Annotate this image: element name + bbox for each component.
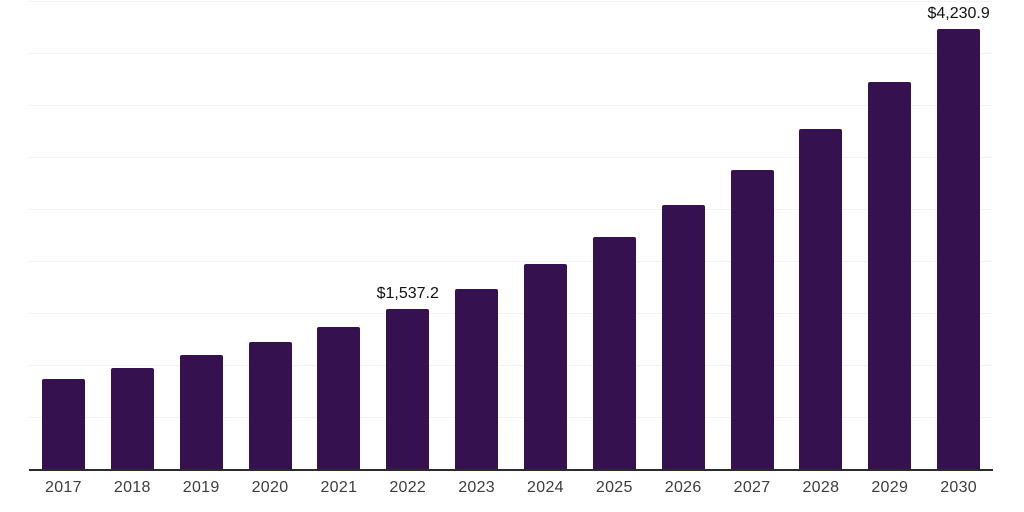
- bar-2020: [248, 342, 292, 469]
- x-axis-line: [29, 469, 993, 471]
- gridline: [29, 261, 993, 262]
- bar-band-2017: [29, 1, 98, 469]
- x-tick-label-2025: 2025: [595, 479, 633, 496]
- x-tick-label-2027: 2027: [733, 479, 771, 496]
- x-tick-label-2030: 2030: [940, 479, 977, 496]
- gridline: [29, 105, 993, 106]
- gridline: [29, 1, 993, 2]
- bar-2028: [799, 128, 843, 469]
- bar-2024: [523, 264, 567, 469]
- bar-band-2020: [236, 1, 305, 469]
- plot-area: $1,537.2 $4,230.9: [29, 1, 993, 471]
- bar-2022: [386, 309, 430, 469]
- x-tick-label-2022: 2022: [389, 479, 427, 496]
- gridline: [29, 313, 993, 314]
- bar-2023: [455, 288, 499, 469]
- bar-2021: [317, 327, 361, 469]
- data-label-2030: $4,230.9: [927, 5, 990, 22]
- x-tick-label-2019: 2019: [182, 479, 220, 496]
- x-tick-label-2023: 2023: [458, 479, 495, 496]
- bar-2026: [661, 205, 705, 469]
- bar-band-2021: [304, 1, 373, 469]
- x-axis-labels: 2017 2018 2019 2020 2021 2022 2023 2024 2025 2026…: [29, 479, 993, 497]
- x-tick-label-2028: 2028: [802, 479, 840, 496]
- bar-2029: [868, 82, 912, 469]
- bar-band-2022: $1,537.2: [373, 1, 442, 469]
- x-tick-label-2026: 2026: [664, 479, 702, 496]
- bar-band-2027: [718, 1, 787, 469]
- bar-2018: [110, 368, 154, 469]
- bar-2030: [937, 29, 981, 469]
- bar-band-2028: [786, 1, 855, 469]
- bar-2019: [179, 354, 223, 469]
- gridline: [29, 417, 993, 418]
- bar-band-2029: [855, 1, 924, 469]
- bar-band-2023: [442, 1, 511, 469]
- bar-band-2030: $4,230.9: [924, 1, 993, 469]
- gridline: [29, 53, 993, 54]
- x-tick-label-2017: 2017: [45, 479, 82, 496]
- x-tick-label-2024: 2024: [527, 479, 564, 496]
- bar-2017: [41, 379, 85, 469]
- x-tick-label-2018: 2018: [113, 479, 151, 496]
- bar-band-2018: [98, 1, 167, 469]
- x-tick-label-2021: 2021: [320, 479, 358, 496]
- bar-2027: [730, 170, 774, 469]
- data-label-2022: $1,537.2: [376, 285, 439, 303]
- bar-2025: [592, 236, 636, 469]
- x-tick-label-2020: 2020: [251, 479, 289, 496]
- gridline: [29, 365, 993, 366]
- bar-band-2024: [511, 1, 580, 469]
- gridline: [29, 209, 993, 210]
- x-tick-label-2029: 2029: [871, 479, 909, 496]
- bar-band-2026: [649, 1, 718, 469]
- bar-band-2025: [580, 1, 649, 469]
- bars-row: $1,537.2 $4,230.9: [29, 1, 993, 469]
- gridline: [29, 157, 993, 158]
- bar-band-2019: [167, 1, 236, 469]
